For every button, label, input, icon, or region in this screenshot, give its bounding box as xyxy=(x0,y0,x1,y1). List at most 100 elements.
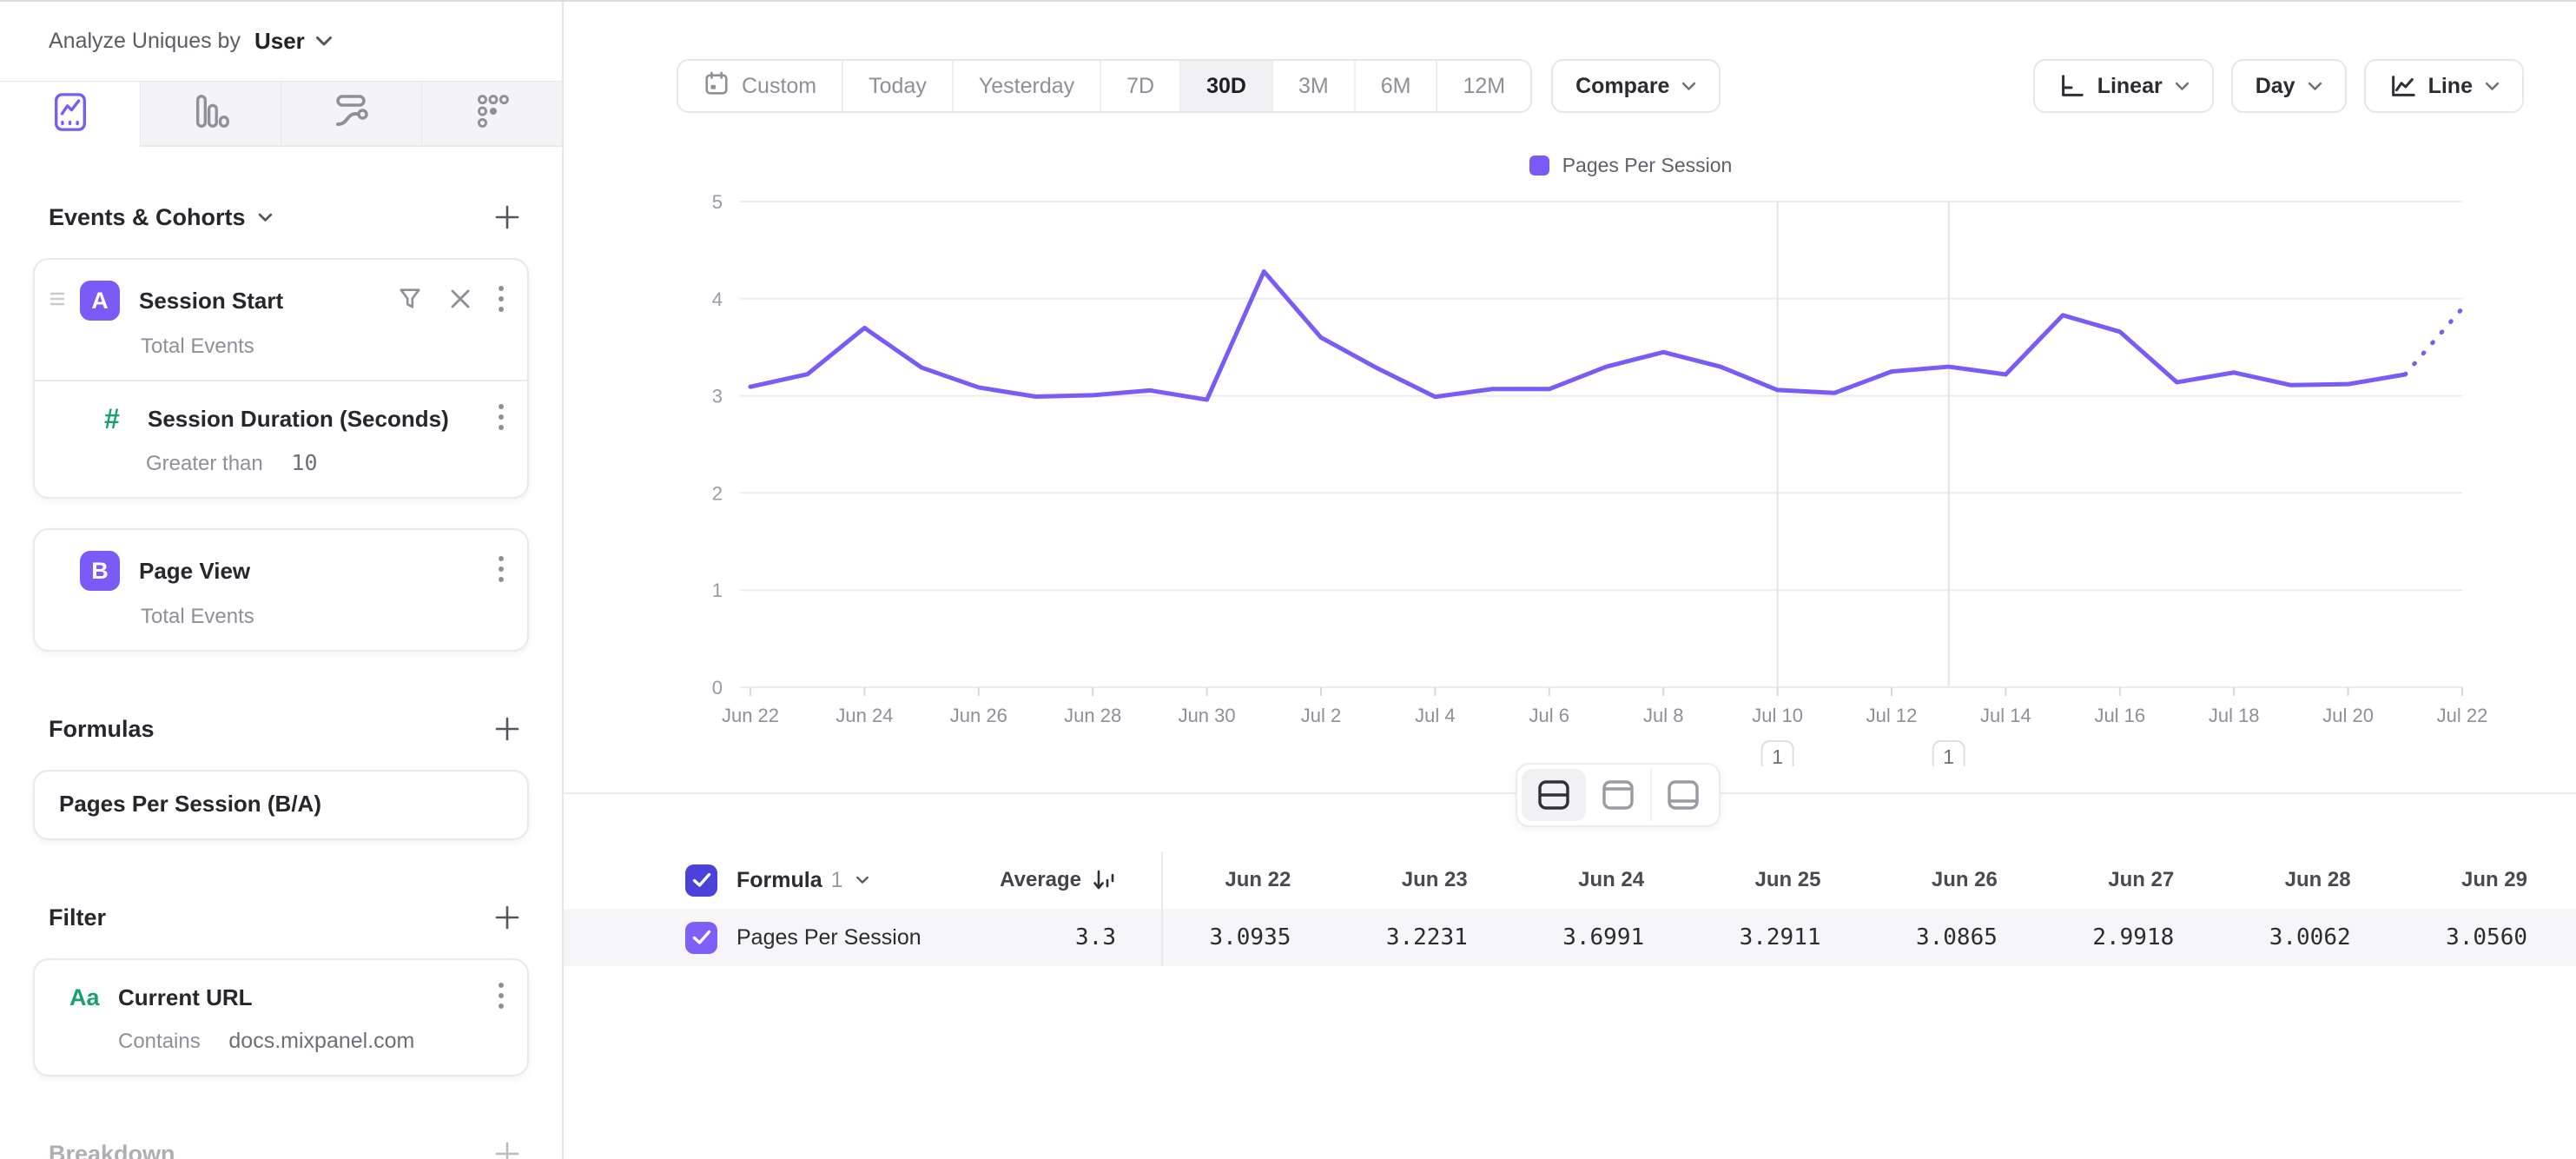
breakdown-title: Breakdown xyxy=(49,1140,175,1159)
filter-operator[interactable]: Contains xyxy=(118,1030,201,1053)
annotation-badge[interactable]: 1 xyxy=(1760,740,1794,766)
date-column-header[interactable]: Jun 29 xyxy=(2460,868,2527,891)
date-column-header[interactable]: Jun 26 xyxy=(1931,868,1998,891)
date-column-header[interactable]: Jun 22 xyxy=(1225,868,1291,891)
compare-button[interactable]: Compare xyxy=(1551,59,1721,113)
x-axis-tick-label: Jul 2 xyxy=(1301,705,1341,726)
filter-value[interactable]: docs.mixpanel.com xyxy=(228,1029,415,1053)
formula-name[interactable]: Pages Per Session (B/A) xyxy=(59,791,321,817)
kebab-menu-icon[interactable] xyxy=(498,981,505,1015)
kebab-menu-icon[interactable] xyxy=(498,284,505,318)
x-axis-tick-label: Jul 12 xyxy=(1866,705,1918,726)
sort-descending-icon[interactable] xyxy=(1092,868,1116,892)
kebab-menu-icon[interactable] xyxy=(498,402,505,436)
event-a-measure[interactable]: Total Events xyxy=(141,334,254,358)
svg-text:1: 1 xyxy=(1772,745,1783,766)
analyze-uniques-header: Analyze Uniques by User xyxy=(0,2,562,81)
calendar-icon xyxy=(703,70,730,103)
event-b-row[interactable]: B Page View Total Events xyxy=(35,530,527,650)
chart-table-divider xyxy=(564,763,2576,827)
event-b-measure[interactable]: Total Events xyxy=(141,605,254,628)
formulas-section-header: Formulas xyxy=(49,712,524,745)
event-a-card: A Session Start xyxy=(33,258,529,499)
filter-row[interactable]: Aa Current URL Contains docs.mixpanel.co… xyxy=(35,960,527,1075)
table-cell: 3.0560 xyxy=(2446,924,2527,950)
add-event-button[interactable] xyxy=(491,201,524,234)
chevron-down-icon xyxy=(2485,82,2500,91)
series-line xyxy=(748,268,2408,402)
numeric-operator[interactable]: Greater than xyxy=(146,452,263,475)
select-all-checkbox[interactable] xyxy=(685,864,717,897)
chart-type-button[interactable]: Line xyxy=(2363,59,2524,113)
event-a-name[interactable]: Session Start xyxy=(139,287,284,314)
layout-chart-only-button[interactable] xyxy=(1586,769,1650,821)
x-axis-tick-label: Jun 24 xyxy=(836,705,893,726)
formula-row[interactable]: Pages Per Session (B/A) xyxy=(35,772,527,838)
remove-event-icon[interactable] xyxy=(449,288,472,315)
x-axis-tick-label: Jun 26 xyxy=(950,705,1007,726)
event-b-name[interactable]: Page View xyxy=(139,557,251,584)
filter-property-name[interactable]: Current URL xyxy=(118,984,253,1010)
date-column-header[interactable]: Jun 25 xyxy=(1754,868,1821,891)
filter-title: Filter xyxy=(49,904,107,931)
date-column-header[interactable]: Jun 23 xyxy=(1401,868,1468,891)
range-7d[interactable]: 7D xyxy=(1100,61,1180,111)
numeric-value[interactable]: 10 xyxy=(291,450,318,475)
add-breakdown-button[interactable] xyxy=(491,1137,524,1159)
y-axis-tick-label: 2 xyxy=(712,482,723,504)
row-checkbox[interactable] xyxy=(685,921,717,954)
drag-handle-icon[interactable] xyxy=(50,291,65,311)
chevron-down-icon[interactable] xyxy=(315,36,333,47)
y-axis-tick-label: 1 xyxy=(712,580,723,601)
chart-toolbar: Custom Today Yesterday 7D 30D 3M 6M 12M … xyxy=(677,59,2524,113)
bar-chart-icon xyxy=(191,90,231,136)
scale-button[interactable]: Linear xyxy=(2032,59,2214,113)
flows-icon xyxy=(331,90,373,136)
chevron-down-icon xyxy=(2308,82,2322,91)
range-custom[interactable]: Custom xyxy=(678,61,842,111)
x-axis-tick-label: Jul 18 xyxy=(2209,705,2260,726)
analyze-by-selector[interactable]: User xyxy=(254,28,305,54)
tab-funnels[interactable] xyxy=(141,82,281,147)
tab-flows[interactable] xyxy=(281,82,421,147)
range-3m[interactable]: 3M xyxy=(1271,61,1354,111)
series-line-incomplete xyxy=(2402,306,2465,377)
range-6m[interactable]: 6M xyxy=(1353,61,1437,111)
results-table: Formula 1 Average Jun 22 Jun 23 xyxy=(564,851,2576,966)
filter-icon[interactable] xyxy=(397,286,423,316)
range-30d[interactable]: 30D xyxy=(1179,61,1271,111)
group-selector[interactable]: Formula 1 xyxy=(736,867,843,892)
add-formula-button[interactable] xyxy=(491,712,524,745)
chevron-down-icon[interactable] xyxy=(855,876,869,884)
event-b-badge: B xyxy=(80,551,120,591)
date-column-header[interactable]: Jun 24 xyxy=(1578,868,1645,891)
annotation-badge[interactable]: 1 xyxy=(1932,740,1965,766)
query-builder-sidebar: Analyze Uniques by User xyxy=(0,2,564,1159)
average-column-header[interactable]: Average xyxy=(1000,868,1116,892)
layout-table-only-button[interactable] xyxy=(1649,769,1714,821)
interval-button[interactable]: Day xyxy=(2230,59,2347,113)
chart-legend[interactable]: Pages Per Session xyxy=(624,153,2576,177)
numeric-property-name[interactable]: Session Duration (Seconds) xyxy=(148,406,449,432)
row-series-name[interactable]: Pages Per Session xyxy=(736,924,921,950)
add-filter-button[interactable] xyxy=(491,901,524,934)
kebab-menu-icon[interactable] xyxy=(498,554,505,588)
tab-retention[interactable] xyxy=(421,82,562,147)
numeric-property-row[interactable]: # Session Duration (Seconds) Greater tha… xyxy=(35,380,527,497)
event-a-row[interactable]: A Session Start xyxy=(35,260,527,380)
range-yesterday[interactable]: Yesterday xyxy=(951,61,1100,111)
tab-insights[interactable] xyxy=(0,82,141,147)
range-today[interactable]: Today xyxy=(842,61,952,111)
date-column-header[interactable]: Jun 28 xyxy=(2284,868,2351,891)
events-cohorts-title[interactable]: Events & Cohorts xyxy=(49,204,273,231)
series-legend-label: Pages Per Session xyxy=(1562,153,1733,176)
layout-split-button[interactable] xyxy=(1521,769,1586,821)
date-column-header[interactable]: Jun 27 xyxy=(2108,868,2175,891)
range-12m[interactable]: 12M xyxy=(1436,61,1531,111)
retention-dots-icon xyxy=(472,90,512,136)
x-axis-tick-label: Jul 8 xyxy=(1643,705,1683,726)
row-average-value: 3.3 xyxy=(1075,924,1116,950)
insights-chart-icon xyxy=(50,91,90,137)
table-cell: 3.2231 xyxy=(1385,924,1468,950)
